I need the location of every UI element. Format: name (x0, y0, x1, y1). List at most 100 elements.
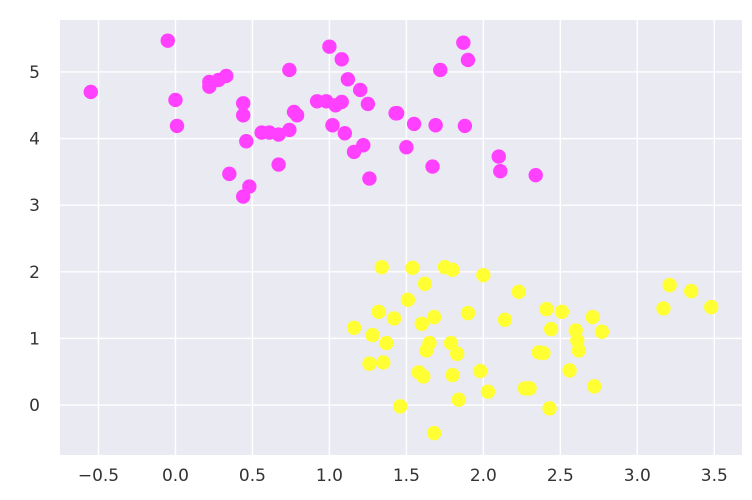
y-axis-tick-labels: 0 1 2 3 4 5 (29, 63, 40, 416)
x-tick-label: 2.5 (547, 466, 574, 486)
x-tick-label: −0.5 (78, 466, 119, 486)
y-tick-label: 0 (29, 396, 40, 416)
scatter-point-series-2 (704, 299, 719, 315)
scatter-point-series-2 (443, 335, 459, 351)
scatter-point-series-1 (493, 164, 508, 179)
y-tick-label: 2 (29, 263, 40, 283)
plot-background (60, 20, 742, 455)
scatter-point-series-1 (222, 166, 237, 182)
y-tick-label: 3 (29, 196, 40, 216)
x-tick-label: 0.0 (162, 466, 189, 486)
scatter-point-series-2 (460, 305, 476, 321)
scatter-point-series-2 (426, 425, 442, 441)
scatter-point-series-1 (236, 108, 251, 123)
scatter-point-series-2 (445, 367, 460, 383)
scatter-point-series-2 (400, 292, 416, 307)
scatter-point-series-2 (371, 304, 386, 319)
scatter-point-series-2 (445, 262, 460, 278)
scatter-point-series-2 (585, 309, 600, 325)
x-axis-tick-labels: −0.5 0.0 0.5 1.0 1.5 2.0 2.5 3.0 3.5 (78, 466, 728, 486)
scatter-point-series-2 (374, 259, 389, 275)
scatter-point-series-1 (282, 62, 297, 78)
scatter-point-series-2 (536, 345, 551, 361)
scatter-point-series-2 (543, 321, 559, 337)
scatter-point-series-2 (405, 260, 420, 276)
x-tick-label: 1.0 (316, 466, 343, 486)
scatter-point-series-2 (571, 343, 587, 358)
scatter-point-series-1 (325, 118, 340, 133)
scatter-point-series-2 (662, 277, 677, 293)
scatter-point-series-1 (334, 52, 349, 67)
scatter-point-series-1 (360, 96, 376, 112)
scatter-point-series-2 (422, 335, 437, 351)
scatter-point-series-1 (271, 127, 286, 142)
y-tick-label: 5 (29, 63, 40, 83)
scatter-point-series-1 (399, 140, 414, 155)
scatter-point-series-1 (334, 94, 349, 110)
scatter-point-series-1 (460, 52, 476, 68)
y-tick-label: 4 (29, 130, 40, 150)
scatter-point-series-2 (451, 392, 466, 407)
scatter-point-series-2 (379, 335, 394, 351)
scatter-point-series-1 (406, 116, 422, 132)
scatter-point-series-2 (539, 301, 554, 317)
scatter-point-series-1 (433, 62, 448, 78)
scatter-point-series-2 (473, 363, 488, 379)
gridlines (60, 20, 742, 455)
scatter-point-series-2 (416, 369, 431, 384)
y-tick-label: 1 (29, 329, 40, 349)
scatter-point-series-1 (289, 108, 305, 123)
x-tick-label: 1.5 (393, 466, 420, 486)
scatter-point-series-1 (239, 134, 254, 149)
scatter-point-series-2 (393, 399, 408, 414)
scatter-point-series-1 (322, 39, 337, 54)
scatter-point-series-2 (365, 327, 380, 343)
scatter-point-series-1 (242, 179, 257, 194)
scatter-point-series-1 (362, 171, 377, 186)
scatter-point-series-2 (683, 283, 699, 299)
scatter-point-series-2 (542, 401, 557, 416)
scatter-point-series-1 (428, 118, 443, 133)
scatter-point-series-1 (160, 33, 175, 48)
scatter-point-series-1 (271, 157, 286, 172)
scatter-point-series-2 (417, 276, 433, 291)
scatter-point-series-1 (491, 149, 506, 164)
scatter-point-series-2 (511, 284, 526, 299)
scatter-point-series-1 (456, 35, 471, 50)
scatter-point-series-2 (426, 309, 442, 325)
scatter-point-series-1 (83, 84, 98, 100)
scatter-point-series-2 (414, 316, 429, 331)
scatter-point-series-2 (656, 301, 671, 316)
scatter-point-series-2 (376, 355, 391, 370)
scatter-point-series-2 (594, 324, 610, 339)
x-tick-label: 3.5 (701, 466, 728, 486)
scatter-point-series-2 (362, 356, 377, 371)
scatter-point-series-1 (168, 92, 183, 108)
scatter-point-series-1 (353, 82, 368, 98)
scatter-point-series-2 (386, 311, 402, 326)
scatter-point-series-1 (528, 168, 543, 183)
scatter-point-series-2 (522, 381, 537, 396)
x-tick-label: 3.0 (624, 466, 651, 486)
scatter-point-series-2 (554, 304, 570, 319)
scatter-point-series-2 (476, 267, 491, 283)
scatter-point-series-1 (356, 138, 371, 153)
data-points (83, 33, 719, 441)
scatter-point-series-1 (219, 68, 234, 84)
scatter-point-series-1 (389, 106, 405, 121)
scatter-point-series-2 (480, 384, 496, 399)
scatter-point-series-1 (425, 159, 440, 174)
scatter-point-series-1 (337, 126, 353, 141)
scatter-point-series-2 (346, 320, 362, 335)
scatter-point-series-1 (169, 118, 185, 134)
scatter-point-series-1 (457, 118, 473, 134)
scatter-point-series-2 (587, 379, 602, 394)
scatter-point-series-1 (282, 122, 297, 138)
x-tick-label: 2.0 (470, 466, 497, 486)
scatter-point-series-2 (449, 346, 465, 361)
scatter-point-series-1 (236, 96, 251, 111)
x-tick-label: 0.5 (239, 466, 266, 486)
scatter-point-series-1 (340, 72, 356, 87)
scatter-point-series-2 (497, 312, 513, 327)
